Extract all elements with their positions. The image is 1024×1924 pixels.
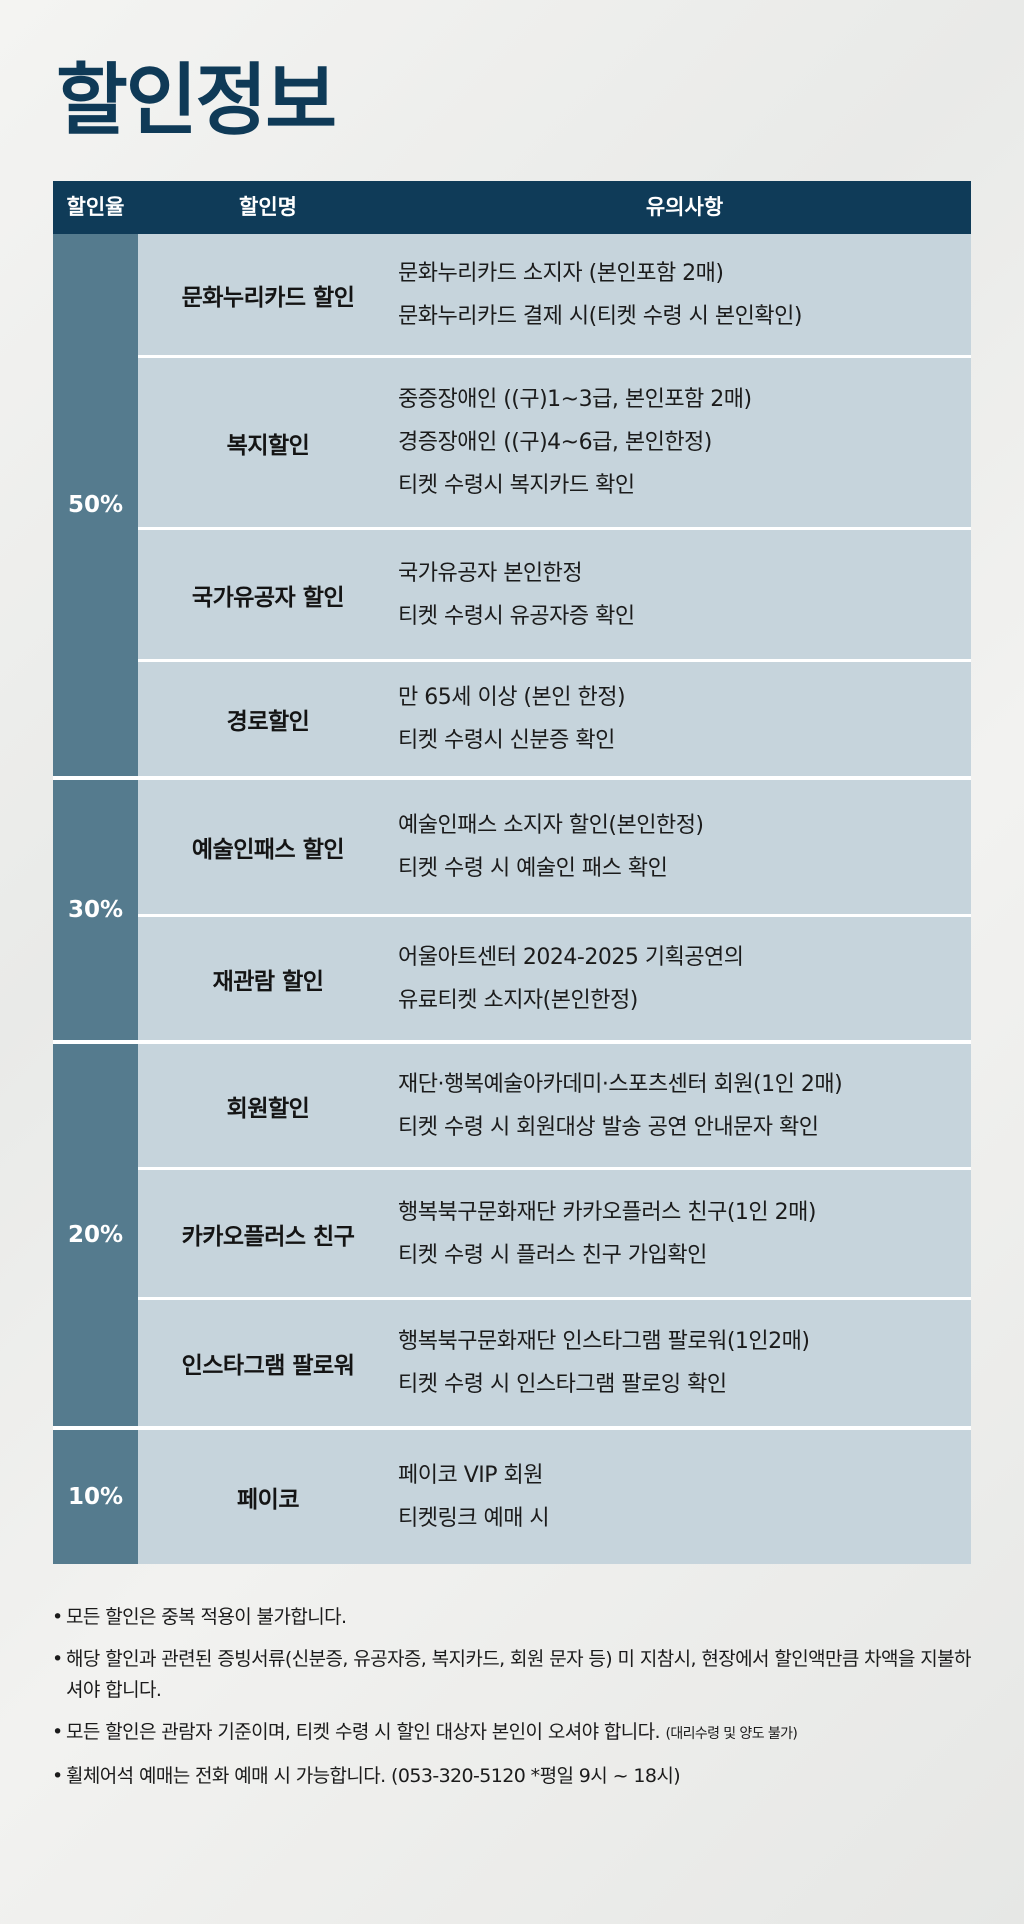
footnotes: • 모든 할인은 중복 적용이 불가합니다. • 해당 할인과 관련된 증빙서류(신… [52,1602,982,1803]
note-line: 티켓 수령시 복지카드 확인 [398,473,635,498]
note-line: 페이코 VIP 회원 [398,1463,544,1488]
discount-name: 재관람 할인 [212,968,324,995]
note-line: 티켓 수령시 유공자증 확인 [398,603,635,629]
note-line: 어울아트센터 2024-2025 기획공연의 [398,944,744,970]
footnote-item: • 모든 할인은 중복 적용이 불가합니다. [52,1602,982,1633]
note-line: 문화누리카드 결제 시(티켓 수령 시 본인확인) [398,303,802,329]
table-row: 문화누리카드 할인 문화누리카드 소지자 (본인포함 2매) 문화누리카드 결제… [138,234,971,358]
bullet-icon: • [52,1721,63,1743]
footnote-text: 모든 할인은 중복 적용이 불가합니다. [66,1606,347,1628]
note-line: 유료티켓 소지자(본인한정) [398,987,638,1013]
discount-notes: 행복북구문화재단 카카오플러스 친구(1인 2매) 티켓 수령 시 플러스 친구… [398,1170,971,1297]
table-row: 재관람 할인 어울아트센터 2024-2025 기획공연의 유료티켓 소지자(본… [138,917,971,1040]
footnote-small-text: (대리수령 및 양도 불가) [665,1726,798,1742]
discount-notes: 예술인패스 소지자 할인(본인한정) 티켓 수령 시 예술인 패스 확인 [398,780,971,914]
footnote-item: • 해당 할인과 관련된 증빙서류(신분증, 유공자증, 복지카드, 회원 문자 … [52,1644,982,1706]
note-line: 예술인패스 소지자 할인(본인한정) [398,813,704,838]
discount-notes: 페이코 VIP 회원 티켓링크 예매 시 [398,1430,971,1564]
table-row: 예술인패스 할인 예술인패스 소지자 할인(본인한정) 티켓 수령 시 예술인 … [138,780,971,917]
bullet-icon: • [52,1765,63,1787]
footnote-item: • 휠체어석 예매는 전화 예매 시 가능합니다. (053-320-5120 *… [52,1761,982,1792]
table-row: 경로할인 만 65세 이상 (본인 한정) 티켓 수령시 신분증 확인 [138,662,971,776]
footnote-text: 해당 할인과 관련된 증빙서류(신분증, 유공자증, 복지카드, 회원 문자 등… [66,1648,972,1701]
note-line: 티켓 수령시 신분증 확인 [398,728,615,753]
discount-notes: 국가유공자 본인한정 티켓 수령시 유공자증 확인 [398,530,971,659]
footnote-text: 모든 할인은 관람자 기준이며, 티켓 수령 시 할인 대상자 본인이 오셔야 … [66,1721,661,1743]
table-row: 국가유공자 할인 국가유공자 본인한정 티켓 수령시 유공자증 확인 [138,530,971,662]
table-row: 페이코 페이코 VIP 회원 티켓링크 예매 시 [138,1430,971,1564]
header-notes: 유의사항 [645,195,724,219]
table-header: 할인율 할인명 유의사항 [53,181,971,234]
footnote-item: • 모든 할인은 관람자 기준이며, 티켓 수령 시 할인 대상자 본인이 오셔야… [52,1717,982,1750]
table-row: 카카오플러스 친구 행복북구문화재단 카카오플러스 친구(1인 2매) 티켓 수… [138,1170,971,1300]
table-row: 인스타그램 팔로워 행복북구문화재단 인스타그램 팔로워(1인2매) 티켓 수령… [138,1300,971,1426]
discount-name: 카카오플러스 친구 [181,1223,355,1250]
discount-rate: 30% [53,780,138,1040]
discount-name: 페이코 [237,1487,299,1513]
discount-name: 예술인패스 할인 [191,837,345,863]
discount-name: 문화누리카드 할인 [181,284,355,311]
discount-name: 경로할인 [226,709,310,735]
discount-group-50: 50% 문화누리카드 할인 문화누리카드 소지자 (본인포함 2매) 문화누리카… [53,234,971,780]
discount-group-20: 20% 회원할인 재단·행복예술아카데미·스포츠센터 회원(1인 2매) 티켓 … [53,1044,971,1430]
discount-notes: 문화누리카드 소지자 (본인포함 2매) 문화누리카드 결제 시(티켓 수령 시… [398,234,971,355]
discount-name: 인스타그램 팔로워 [181,1353,355,1379]
table-row: 회원할인 재단·행복예술아카데미·스포츠센터 회원(1인 2매) 티켓 수령 시… [138,1044,971,1170]
discount-notes: 행복북구문화재단 인스타그램 팔로워(1인2매) 티켓 수령 시 인스타그램 팔… [398,1300,971,1426]
bullet-icon: • [52,1606,63,1628]
table-row: 복지할인 중증장애인 ((구)1~3급, 본인포함 2매) 경증장애인 ((구)… [138,358,971,530]
discount-notes: 중증장애인 ((구)1~3급, 본인포함 2매) 경증장애인 ((구)4~6급,… [398,358,971,527]
footnote-text: 휠체어석 예매는 전화 예매 시 가능합니다. (053-320-5120 *평… [66,1765,681,1787]
header-name: 할인명 [239,195,297,219]
note-line: 행복북구문화재단 인스타그램 팔로워(1인2매) [398,1329,810,1354]
note-line: 행복북구문화재단 카카오플러스 친구(1인 2매) [398,1199,816,1225]
note-line: 경증장애인 ((구)4~6급, 본인한정) [398,430,712,455]
discount-rate: 50% [53,234,138,776]
note-line: 티켓 수령 시 플러스 친구 가입확인 [398,1242,707,1268]
discount-table: 할인율 할인명 유의사항 50% 문화누리카드 할인 문화누리카드 소지자 (본… [53,181,971,1564]
discount-rate: 10% [53,1430,138,1564]
note-line: 중증장애인 ((구)1~3급, 본인포함 2매) [398,387,752,412]
note-line: 국가유공자 본인한정 [398,560,583,586]
bullet-icon: • [52,1648,63,1670]
discount-name: 회원할인 [226,1095,310,1122]
note-line: 만 65세 이상 (본인 한정) [398,685,626,710]
discount-name: 국가유공자 할인 [191,584,345,611]
discount-notes: 어울아트센터 2024-2025 기획공연의 유료티켓 소지자(본인한정) [398,917,971,1040]
discount-group-10: 10% 페이코 페이코 VIP 회원 티켓링크 예매 시 [53,1430,971,1564]
note-line: 티켓 수령 시 예술인 패스 확인 [398,856,668,881]
discount-notes: 만 65세 이상 (본인 한정) 티켓 수령시 신분증 확인 [398,662,971,776]
note-line: 재단·행복예술아카데미·스포츠센터 회원(1인 2매) [398,1071,843,1097]
page-title: 할인정보 [56,56,337,146]
header-rate: 할인율 [66,195,125,219]
note-line: 문화누리카드 소지자 (본인포함 2매) [398,260,724,286]
note-line: 티켓 수령 시 인스타그램 팔로잉 확인 [398,1372,727,1397]
note-line: 티켓링크 예매 시 [398,1506,550,1531]
discount-notes: 재단·행복예술아카데미·스포츠센터 회원(1인 2매) 티켓 수령 시 회원대상… [398,1044,971,1167]
discount-group-30: 30% 예술인패스 할인 예술인패스 소지자 할인(본인한정) 티켓 수령 시 … [53,780,971,1044]
note-line: 티켓 수령 시 회원대상 발송 공연 안내문자 확인 [398,1114,819,1140]
discount-rate: 20% [53,1044,138,1426]
discount-name: 복지할인 [226,432,310,459]
